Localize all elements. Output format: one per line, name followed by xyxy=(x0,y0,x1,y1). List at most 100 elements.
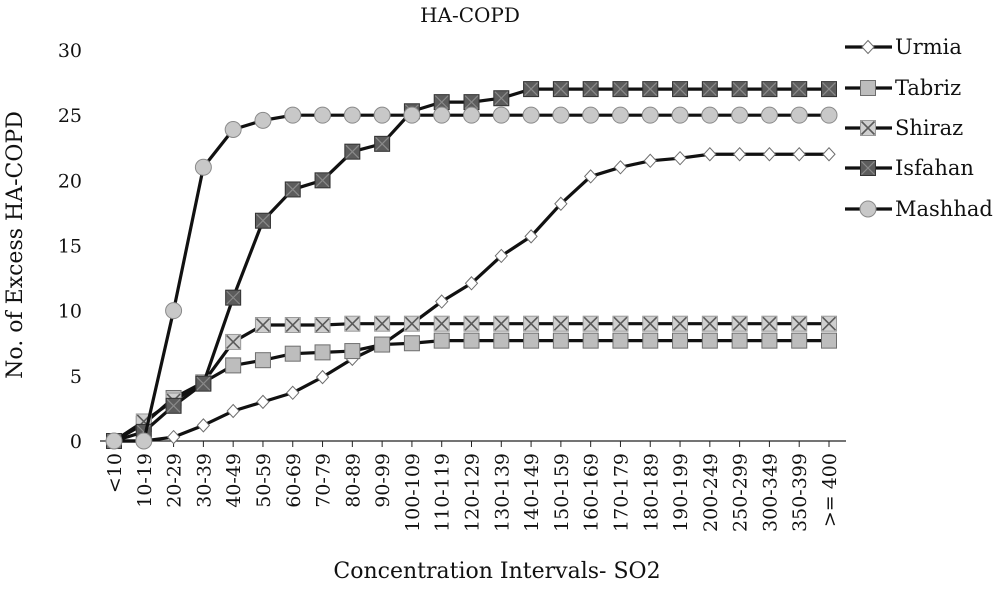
plot-series xyxy=(105,81,838,450)
data-point-urmia xyxy=(286,385,300,401)
x-tick-label: 70-79 xyxy=(313,453,335,508)
data-point-tabriz xyxy=(344,343,361,360)
data-point-shiraz xyxy=(344,315,361,332)
y-tick-label: 20 xyxy=(58,170,82,192)
legend-marker-mashhad xyxy=(859,200,877,218)
data-point-urmia xyxy=(256,394,270,410)
x-tick-label: 90-99 xyxy=(372,453,394,508)
data-point-tabriz xyxy=(493,332,510,349)
chart-title: HA-COPD xyxy=(420,3,520,27)
data-point-mashhad xyxy=(343,106,361,124)
y-tick-label: 15 xyxy=(58,236,82,258)
data-point-mashhad xyxy=(135,432,153,450)
x-tick-label: 130-139 xyxy=(491,453,513,532)
y-tick-label: 0 xyxy=(70,431,82,453)
data-point-mashhad xyxy=(820,106,838,124)
data-point-isfahan xyxy=(314,172,331,189)
x-tick-label: 30-39 xyxy=(193,453,215,508)
data-point-shiraz xyxy=(254,317,271,334)
data-point-mashhad xyxy=(790,106,808,124)
x-tick-label: 250-299 xyxy=(730,453,752,532)
legend-item-urmia: Urmia xyxy=(845,35,962,59)
data-point-mashhad xyxy=(760,106,778,124)
data-point-urmia xyxy=(673,150,687,166)
data-point-urmia xyxy=(226,403,240,419)
series-line-isfahan xyxy=(113,87,829,443)
data-point-urmia xyxy=(554,196,568,212)
y-tick-label: 10 xyxy=(58,301,82,323)
data-point-shiraz xyxy=(672,315,689,332)
legend-label: Shiraz xyxy=(895,116,963,140)
x-tick-label: 200-249 xyxy=(700,453,722,532)
x-tick-label: 80-89 xyxy=(342,453,364,508)
legend-label: Urmia xyxy=(895,35,962,59)
data-point-mashhad xyxy=(463,106,480,124)
data-point-mashhad xyxy=(582,106,600,124)
data-point-tabriz xyxy=(254,352,271,369)
legend-label: Tabriz xyxy=(895,76,961,100)
x-tick-label: <10 xyxy=(104,453,126,493)
data-point-isfahan xyxy=(672,81,689,98)
data-point-tabriz xyxy=(225,357,242,374)
data-point-tabriz xyxy=(672,332,689,349)
data-point-isfahan xyxy=(523,81,540,98)
data-point-isfahan xyxy=(344,143,361,160)
data-point-mashhad xyxy=(165,302,183,320)
data-point-urmia xyxy=(792,147,806,162)
data-point-isfahan xyxy=(821,81,837,98)
series-line-urmia xyxy=(114,152,829,443)
data-point-shiraz xyxy=(791,315,808,332)
data-point-tabriz xyxy=(314,344,331,361)
y-tick-label: 25 xyxy=(58,105,82,127)
x-tick-label: 50-59 xyxy=(253,453,275,508)
data-point-urmia xyxy=(643,153,657,169)
legend-marker-tabriz xyxy=(860,80,876,96)
y-tick-label: 30 xyxy=(58,40,82,62)
data-point-mashhad xyxy=(314,106,332,124)
x-tick-label: 110-119 xyxy=(432,453,454,532)
data-point-isfahan xyxy=(165,397,182,414)
data-point-urmia xyxy=(524,229,538,244)
data-point-mashhad xyxy=(552,106,570,124)
data-point-tabriz xyxy=(463,332,480,349)
data-point-urmia xyxy=(435,294,449,309)
data-point-isfahan xyxy=(225,289,242,306)
x-tick-label: 300-349 xyxy=(759,453,781,532)
data-point-shiraz xyxy=(433,315,450,332)
data-point-mashhad xyxy=(373,106,391,124)
data-point-isfahan xyxy=(374,135,391,152)
x-tick-label: 160-169 xyxy=(581,453,603,532)
x-tick-label: 10-19 xyxy=(134,453,156,508)
x-tick-label: 190-199 xyxy=(670,453,692,532)
data-point-shiraz xyxy=(314,317,331,334)
x-tick-label: 350-399 xyxy=(789,453,811,532)
data-point-mashhad xyxy=(671,106,689,124)
data-point-urmia xyxy=(583,169,598,184)
data-point-mashhad xyxy=(194,158,212,176)
data-point-shiraz xyxy=(403,315,420,332)
data-point-isfahan xyxy=(195,375,212,392)
x-tick-label: 40-49 xyxy=(223,453,245,508)
series-urmia xyxy=(107,147,836,449)
x-tick-label: 150-159 xyxy=(551,453,573,532)
data-point-mashhad xyxy=(611,106,629,124)
x-tick-label: 100-109 xyxy=(402,453,424,532)
data-point-isfahan xyxy=(701,81,718,98)
legend-label: Mashhad xyxy=(895,197,993,221)
data-point-shiraz xyxy=(552,315,569,332)
data-point-tabriz xyxy=(731,332,748,349)
data-point-isfahan xyxy=(284,181,301,198)
data-point-shiraz xyxy=(642,315,659,332)
data-point-mashhad xyxy=(641,106,659,124)
legend: Urmia Tabriz Shiraz Isfahan Mashhad xyxy=(845,35,993,221)
data-point-tabriz xyxy=(612,332,629,349)
data-point-shiraz xyxy=(463,315,480,332)
data-point-mashhad xyxy=(224,121,242,139)
y-axis-title: No. of Excess HA-COPD xyxy=(3,111,28,379)
data-point-urmia xyxy=(822,147,836,162)
axes: <10 10-19 20-29 30-39 40-49 50-59 60-69 70-79 80… xyxy=(58,40,846,532)
x-tick-label: 60-69 xyxy=(283,453,305,508)
data-point-mashhad xyxy=(284,106,302,124)
